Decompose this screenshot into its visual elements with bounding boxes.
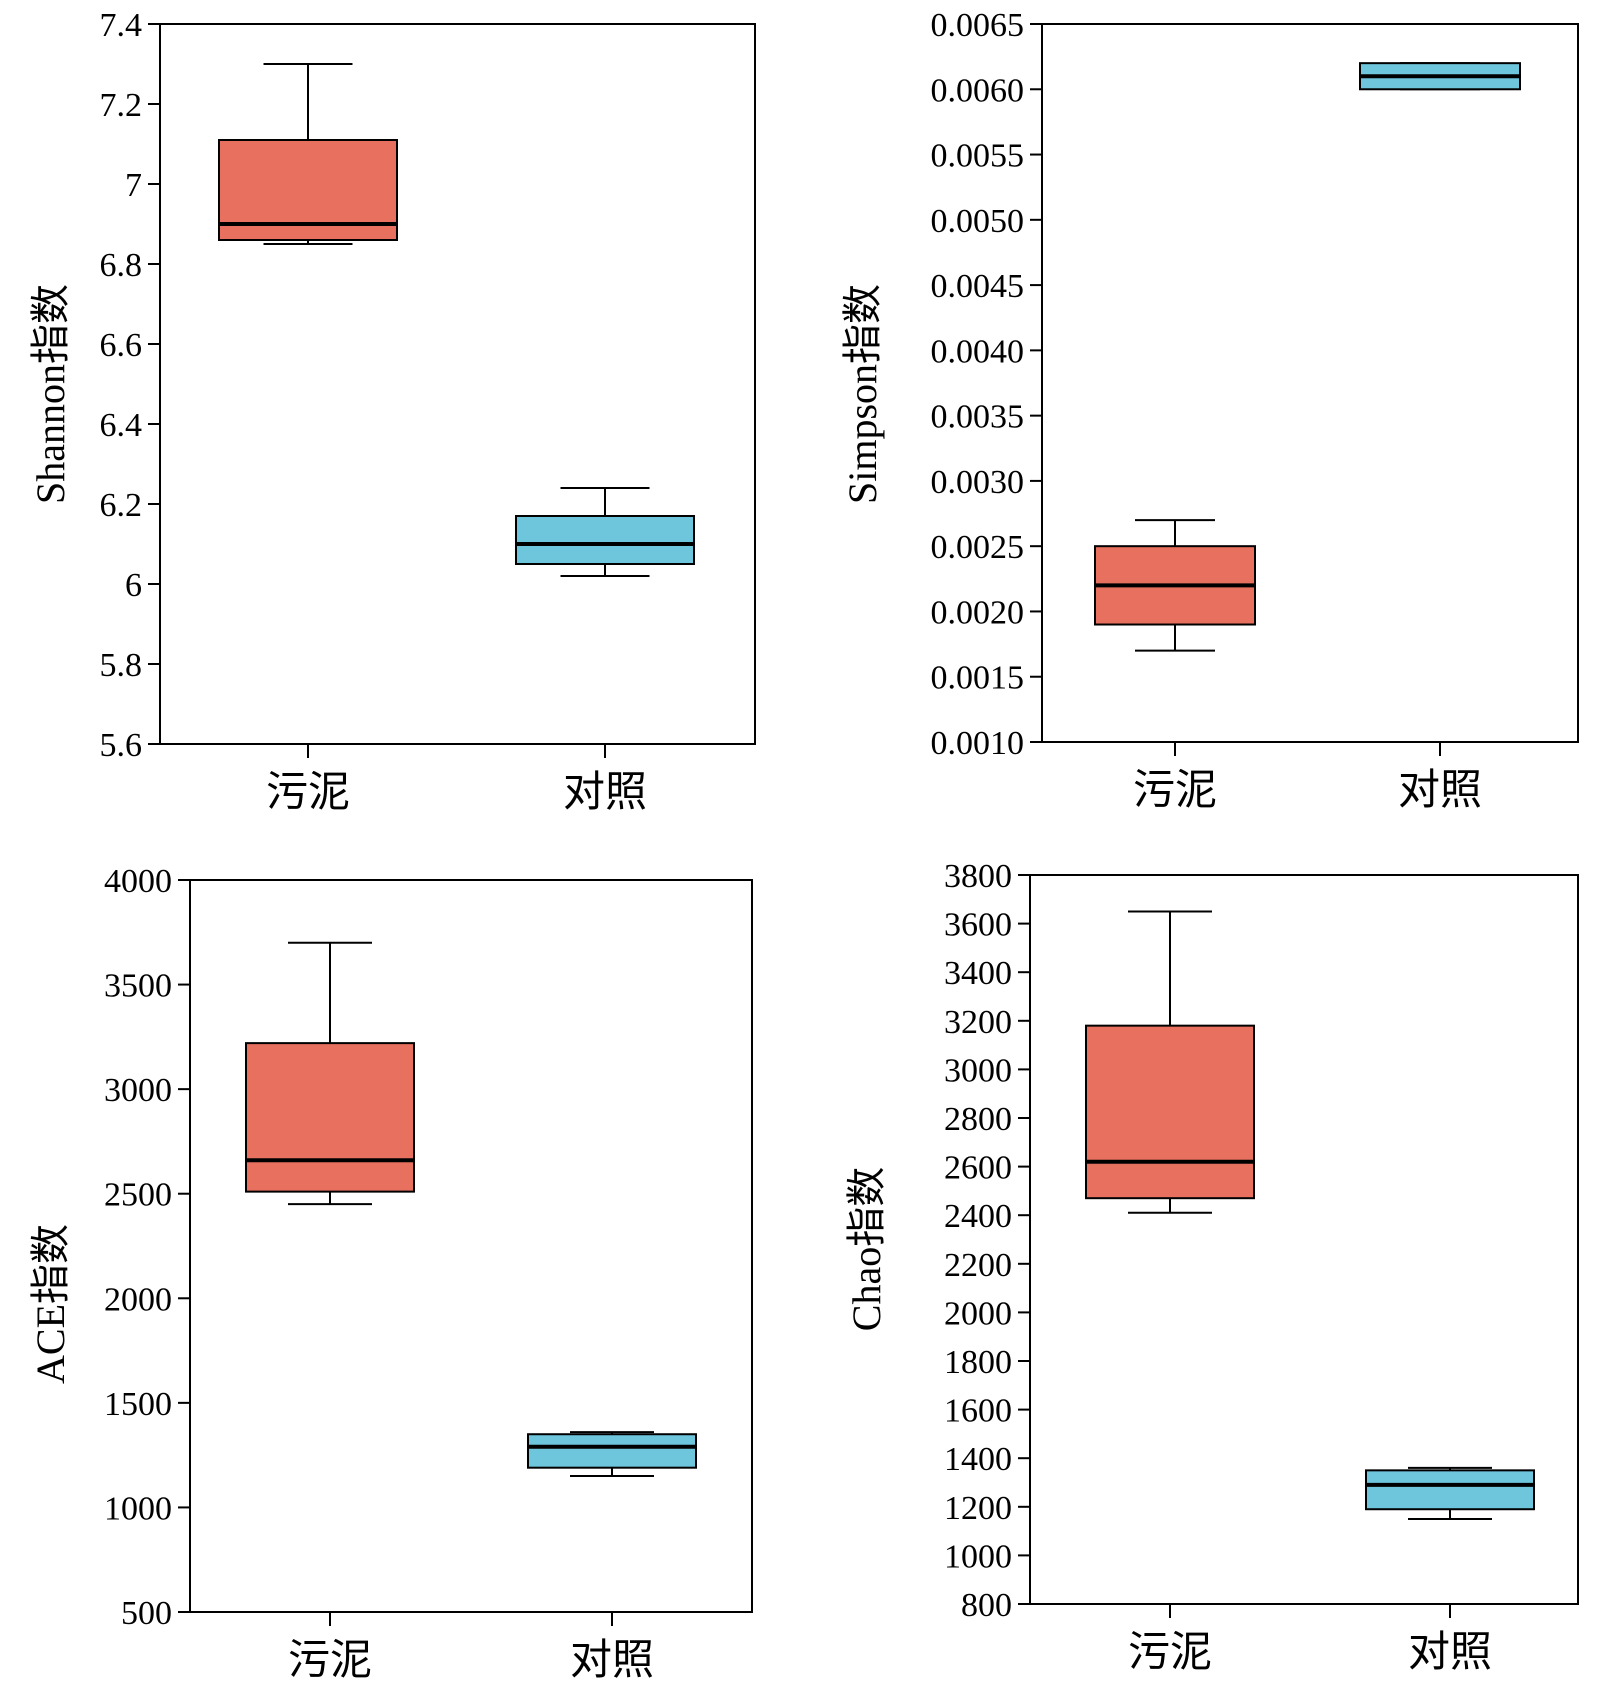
y-tick-label: 1600	[944, 1393, 1012, 1430]
y-tick-label: 2400	[944, 1198, 1012, 1235]
x-tick-label: 对照	[1408, 1630, 1492, 1676]
y-tick-label: 2800	[944, 1101, 1012, 1138]
y-axis-title: Simpson指数	[840, 284, 885, 504]
y-tick-label: 6.2	[100, 487, 143, 524]
y-axis-title: ACE指数	[28, 1224, 73, 1384]
y-tick-label: 3200	[944, 1004, 1012, 1041]
x-tick-label: 污泥	[1128, 1630, 1212, 1676]
y-tick-label: 2000	[944, 1295, 1012, 1332]
y-tick-label: 3000	[104, 1072, 172, 1109]
y-tick-label: 0.0050	[931, 203, 1025, 240]
y-tick-label: 6	[125, 567, 142, 604]
y-tick-label: 3400	[944, 955, 1012, 992]
y-tick-label: 1800	[944, 1344, 1012, 1381]
y-axis-title: Chao指数	[844, 1167, 889, 1331]
plot-frame	[189, 879, 753, 1613]
x-tick-label: 对照	[1398, 768, 1482, 814]
y-tick-label: 3500	[104, 968, 172, 1005]
y-tick-label: 5.6	[100, 727, 143, 764]
y-tick-label: 500	[121, 1595, 172, 1632]
box-sludge	[245, 1042, 415, 1193]
box-control	[527, 1433, 697, 1469]
y-tick-label: 0.0040	[931, 333, 1025, 370]
y-tick-label: 6.4	[100, 407, 143, 444]
y-tick-label: 7.4	[100, 7, 143, 44]
box-control	[515, 515, 695, 565]
y-tick-label: 0.0015	[931, 660, 1025, 697]
y-tick-label: 1500	[104, 1386, 172, 1423]
y-axis-title: Shannon指数	[28, 284, 73, 504]
simpson-panel: 0.0010 0.0015 0.0020 0.0025 0.0030 0.0035 0.00…	[840, 7, 1579, 814]
y-tick-label: 1000	[944, 1538, 1012, 1575]
y-tick-label: 1400	[944, 1441, 1012, 1478]
y-tick-label: 3600	[944, 907, 1012, 944]
y-tick-label: 2500	[104, 1177, 172, 1214]
box-control	[1365, 1469, 1535, 1511]
y-tick-label: 2200	[944, 1247, 1012, 1284]
plot-frame	[159, 23, 756, 745]
plot-frame	[1041, 23, 1579, 743]
y-tick-label: 7.2	[100, 87, 143, 124]
y-tick-label: 2000	[104, 1281, 172, 1318]
y-tick-label: 6.6	[100, 327, 143, 364]
y-tick-label: 1200	[944, 1490, 1012, 1527]
y-tick-label: 0.0060	[931, 72, 1025, 109]
y-tick-label: 7	[125, 167, 142, 204]
x-tick-label: 对照	[570, 1638, 654, 1684]
x-tick-label: 对照	[563, 770, 647, 816]
y-tick-label: 0.0010	[931, 725, 1025, 762]
y-tick-label: 0.0035	[931, 399, 1025, 436]
y-tick-label: 0.0065	[931, 7, 1025, 44]
y-tick-label: 0.0020	[931, 594, 1025, 631]
box-sludge	[1085, 1024, 1255, 1200]
chao-panel: 800 1000 1200 1400 1600 1800 2000 2200 2400 2600 2…	[844, 858, 1579, 1676]
plot-frame	[1029, 874, 1579, 1605]
y-tick-label: 4000	[104, 863, 172, 900]
y-tick-label: 0.0030	[931, 464, 1025, 501]
y-tick-label: 3000	[944, 1052, 1012, 1089]
y-tick-label: 6.8	[100, 247, 143, 284]
x-tick-label: 污泥	[288, 1638, 372, 1684]
x-tick-label: 污泥	[1133, 768, 1217, 814]
y-tick-label: 1000	[104, 1490, 172, 1527]
y-tick-label: 0.0045	[931, 268, 1025, 305]
x-tick-label: 污泥	[266, 770, 350, 816]
y-tick-label: 5.8	[100, 647, 143, 684]
y-tick-label: 800	[961, 1587, 1012, 1624]
y-tick-label: 0.0055	[931, 138, 1025, 175]
y-tick-label: 2600	[944, 1150, 1012, 1187]
y-tick-label: 0.0025	[931, 529, 1025, 566]
y-tick-label: 3800	[944, 858, 1012, 895]
